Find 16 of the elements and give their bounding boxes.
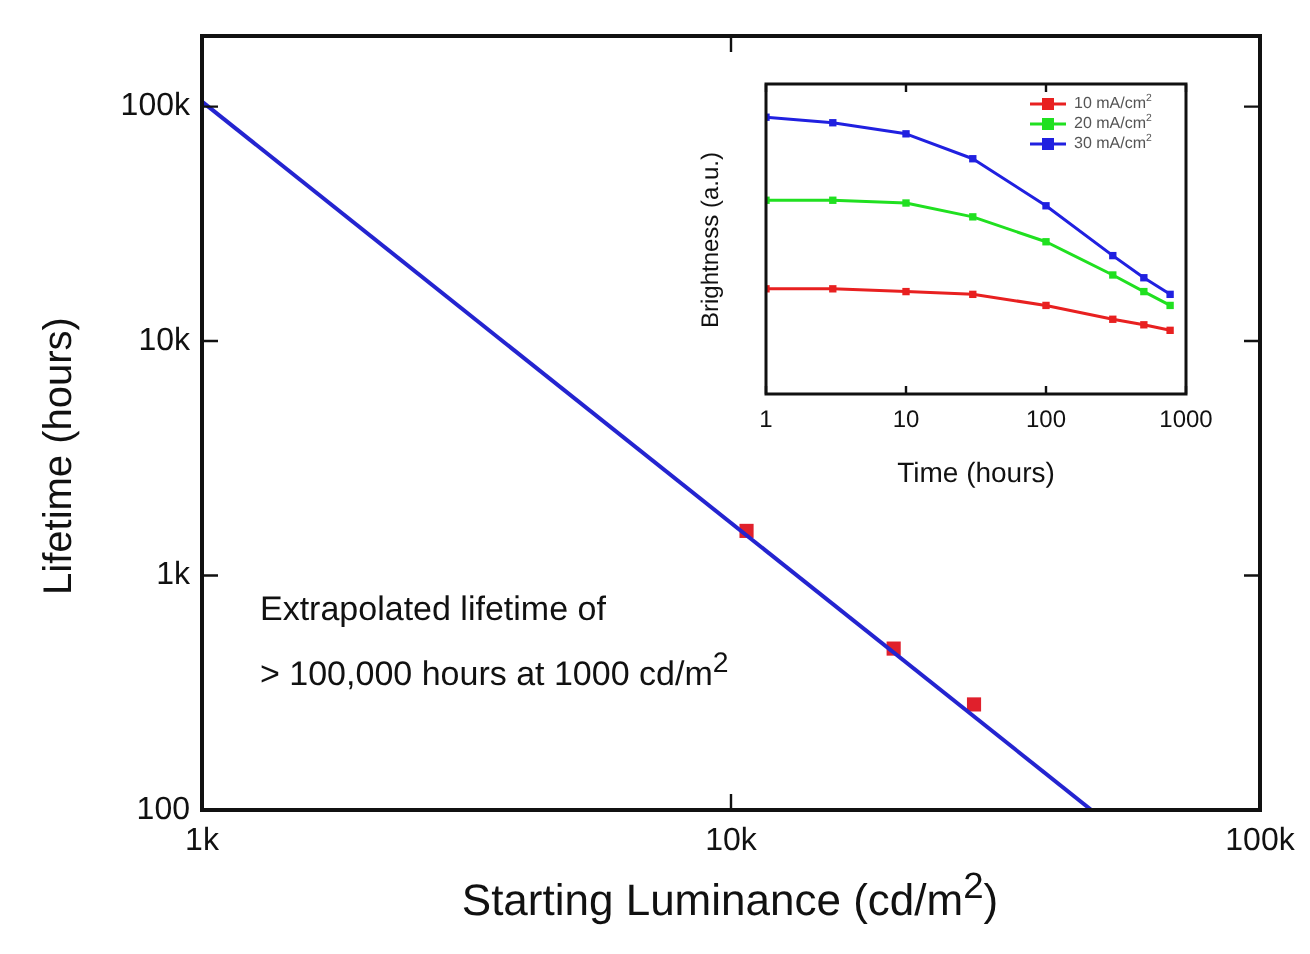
x-axis-title: Starting Luminance (cd/m$^{2}$) [461,864,999,927]
x-tick-label: 100k [1225,824,1297,859]
y-axis-title: Brightness (a.u.) [696,151,724,329]
y-tick-label: 10k [138,323,192,358]
x-tick-label: 10k [705,824,759,859]
x-tick-label: 1k [185,824,221,859]
x-tick-label: 100 [1025,405,1067,434]
annotation: Extrapolated lifetime of > 100,000 hours at 1000 cd/m$^{2}$ [260,588,729,697]
x-tick-label: 1000 [1159,405,1214,434]
y-tick-label: 1k [156,558,192,593]
x-tick-label: 10 [892,405,920,434]
y-tick-label: 100 [136,792,191,827]
y-tick-label: 100k [120,89,192,124]
x-tick-label: 1 [759,405,774,434]
y-axis-title: Lifetime (hours) [37,317,83,595]
x-axis-title: Time (hours) [897,456,1055,488]
